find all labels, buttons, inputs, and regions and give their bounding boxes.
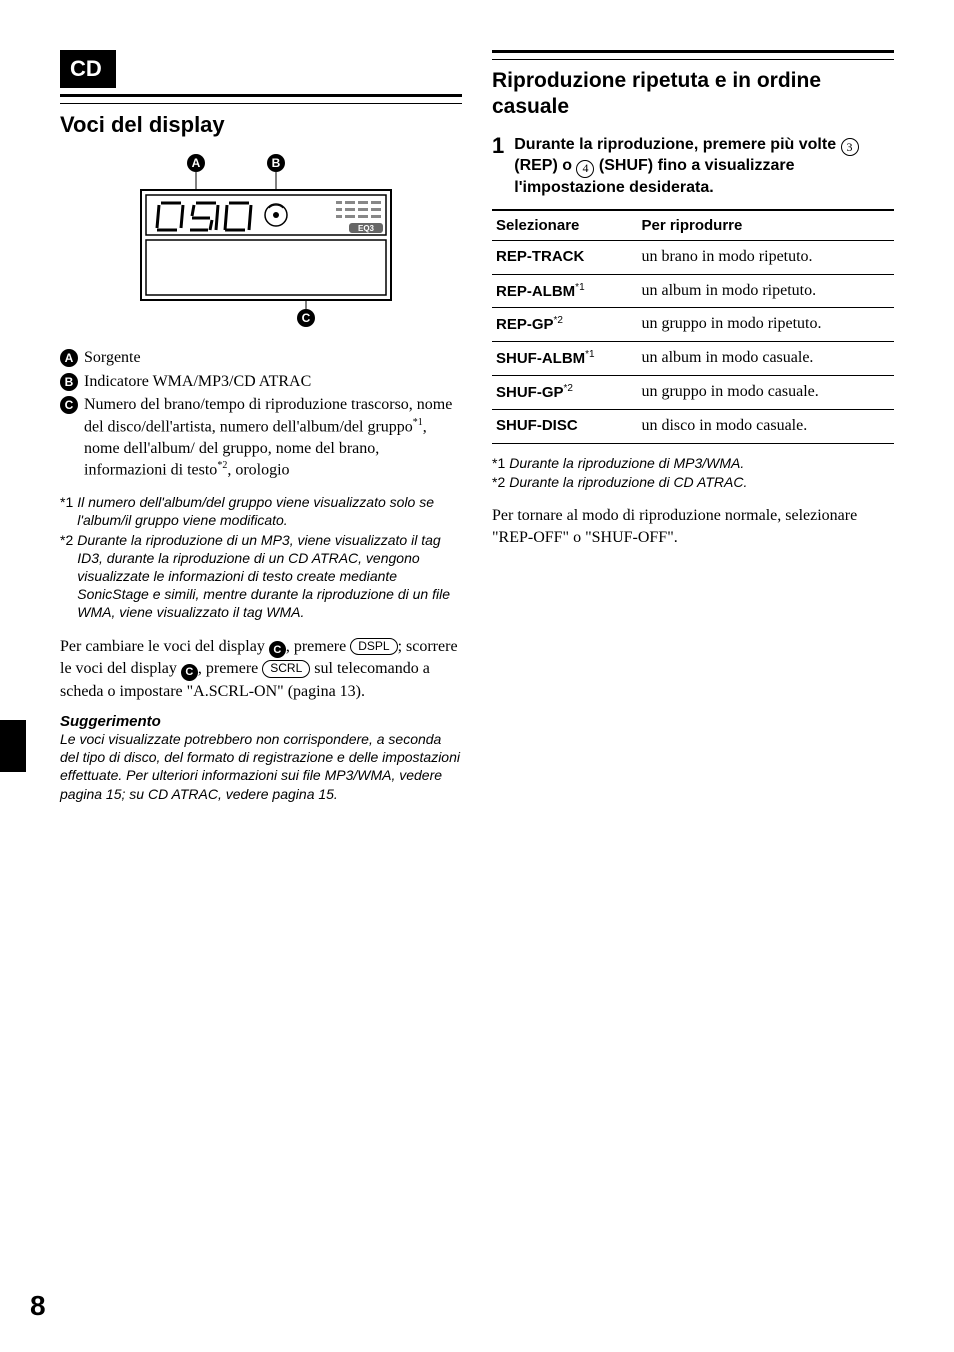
footnote-2-text: Durante la riproduzione di un MP3, viene…: [77, 531, 462, 622]
legend-a-text: Sorgente: [84, 347, 141, 369]
diagram-label-a: A: [192, 156, 201, 170]
left-footnotes: *1 Il numero dell'album/del gruppo viene…: [60, 493, 462, 621]
button-4-icon: 4: [576, 160, 594, 178]
legend-c-text: Numero del brano/tempo di riproduzione t…: [84, 394, 462, 481]
left-column: CD Voci del display A B: [60, 50, 462, 803]
inline-circle-c2-icon: C: [181, 664, 198, 681]
table-cell-play: un gruppo in modo ripetuto.: [637, 308, 894, 342]
right-column: Riproduzione ripetuta e in ordine casual…: [492, 50, 894, 803]
table-row: SHUF-DISCun disco in modo casuale.: [492, 409, 894, 443]
two-column-layout: CD Voci del display A B: [60, 50, 894, 803]
footnote-1-text: Il numero dell'album/del gruppo viene vi…: [77, 493, 462, 529]
legend-item-b: B Indicatore WMA/MP3/CD ATRAC: [60, 371, 462, 393]
diagram-label-c: C: [302, 311, 311, 325]
table-row: SHUF-GP*2un gruppo in modo casuale.: [492, 376, 894, 410]
table-cell-select: SHUF-DISC: [492, 409, 637, 443]
thick-rule-right: [492, 50, 894, 53]
circle-a-icon: A: [60, 349, 78, 367]
thick-rule: [60, 94, 462, 97]
table-cell-select: REP-GP*2: [492, 308, 637, 342]
table-cell-select: SHUF-GP*2: [492, 376, 637, 410]
tip-heading: Suggerimento: [60, 713, 462, 730]
right-footnote-1-marker: *1: [492, 454, 505, 472]
circle-b-icon: B: [60, 373, 78, 391]
diagram-label-b: B: [272, 156, 281, 170]
table-row: REP-ALBM*1un album in modo ripetuto.: [492, 274, 894, 308]
right-footnote-2-marker: *2: [492, 473, 505, 491]
legend-item-c: C Numero del brano/tempo di riproduzione…: [60, 394, 462, 481]
closing-paragraph: Per tornare al modo di riproduzione norm…: [492, 505, 894, 548]
inline-circle-c1-icon: C: [269, 641, 286, 658]
step-1: 1 Durante la riproduzione, premere più v…: [492, 135, 894, 199]
footnote-1: *1 Il numero dell'album/del gruppo viene…: [60, 493, 462, 529]
footnote-2: *2 Durante la riproduzione di un MP3, vi…: [60, 531, 462, 622]
side-tab: [0, 720, 26, 772]
step-number: 1: [492, 135, 504, 199]
tip-text: Le voci visualizzate potrebbero non corr…: [60, 730, 462, 803]
key-scrl: SCRL: [262, 660, 310, 678]
right-footnotes: *1 Durante la riproduzione di MP3/WMA. *…: [492, 454, 894, 491]
button-3-icon: 3: [841, 138, 859, 156]
play-mode-table: Selezionare Per riprodurre REP-TRACKun b…: [492, 209, 894, 444]
thin-rule-right: [492, 59, 894, 60]
legend-item-a: A Sorgente: [60, 347, 462, 369]
table-row: REP-GP*2un gruppo in modo ripetuto.: [492, 308, 894, 342]
table-cell-play: un disco in modo casuale.: [637, 409, 894, 443]
step-text: Durante la riproduzione, premere più vol…: [514, 135, 894, 199]
table-row: REP-TRACKun brano in modo ripetuto.: [492, 240, 894, 274]
table-cell-play: un album in modo casuale.: [637, 342, 894, 376]
right-footnote-1: *1 Durante la riproduzione di MP3/WMA.: [492, 454, 894, 472]
legend-list: A Sorgente B Indicatore WMA/MP3/CD ATRAC…: [60, 347, 462, 481]
section-title: Voci del display: [60, 112, 462, 138]
table-row: SHUF-ALBM*1un album in modo casuale.: [492, 342, 894, 376]
circle-c-icon: C: [60, 396, 78, 414]
table-cell-select: REP-TRACK: [492, 240, 637, 274]
table-cell-play: un brano in modo ripetuto.: [637, 240, 894, 274]
thin-rule: [60, 103, 462, 104]
display-change-paragraph: Per cambiare le voci del display C, prem…: [60, 636, 462, 703]
page-number: 8: [30, 1290, 46, 1322]
right-footnote-2-text: Durante la riproduzione di CD ATRAC.: [509, 473, 747, 491]
right-footnote-1-text: Durante la riproduzione di MP3/WMA.: [509, 454, 744, 472]
footnote-1-marker: *1: [60, 493, 73, 529]
right-footnote-2: *2 Durante la riproduzione di CD ATRAC.: [492, 473, 894, 491]
table-header-play: Per riprodurre: [637, 210, 894, 241]
table-cell-play: un gruppo in modo casuale.: [637, 376, 894, 410]
display-diagram: A B: [60, 148, 462, 333]
table-cell-select: REP-ALBM*1: [492, 274, 637, 308]
table-cell-play: un album in modo ripetuto.: [637, 274, 894, 308]
legend-b-text: Indicatore WMA/MP3/CD ATRAC: [84, 371, 311, 393]
footnote-2-marker: *2: [60, 531, 73, 622]
cd-badge: CD: [60, 50, 116, 88]
right-heading: Riproduzione ripetuta e in ordine casual…: [492, 68, 894, 121]
svg-text:EQ3: EQ3: [358, 224, 375, 233]
table-header-select: Selezionare: [492, 210, 637, 241]
table-cell-select: SHUF-ALBM*1: [492, 342, 637, 376]
key-dspl: DSPL: [350, 638, 397, 656]
